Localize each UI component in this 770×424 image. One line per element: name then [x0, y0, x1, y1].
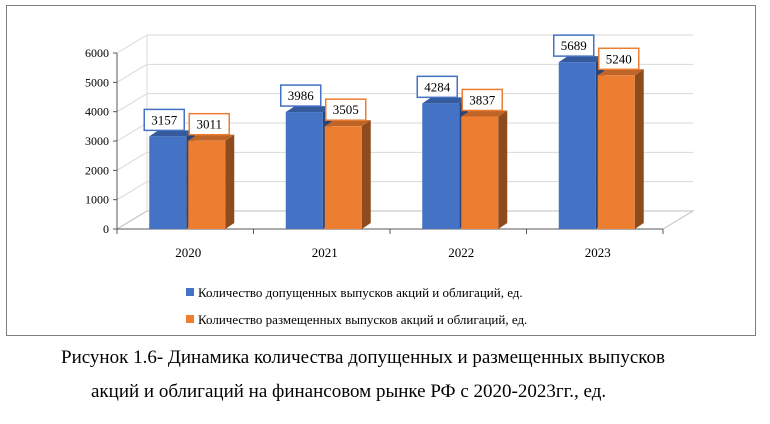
bar-front-admitted-2020 — [149, 136, 187, 229]
bar-top-placed-2020 — [188, 134, 235, 141]
bar-front-placed-2021 — [324, 126, 362, 229]
x-tick-label-2023: 2023 — [585, 245, 611, 260]
bar-top-placed-2022 — [461, 110, 508, 117]
legend-entry-placed: Количество размещенных выпусков акций и … — [186, 312, 527, 328]
data-label-admitted-2021: 3986 — [280, 84, 322, 107]
labels-layer: 3157 3011 3986 3505 4284 3837 5689 5240 — [143, 34, 640, 136]
data-label-placed-2020: 3011 — [188, 112, 230, 136]
data-label-box — [325, 98, 367, 121]
data-label-text: 5689 — [561, 38, 587, 53]
bars-layer — [149, 56, 644, 229]
bar-top-admitted-2023 — [558, 56, 605, 63]
bar-front-admitted-2023 — [558, 62, 596, 229]
data-label-box — [143, 108, 185, 132]
data-label-text: 3505 — [333, 102, 359, 117]
figure-caption-line-2: акций и облигаций на финансовом рынке РФ… — [91, 381, 607, 402]
bar-front-placed-2023 — [597, 75, 635, 229]
x-tick-label-2021: 2021 — [312, 245, 338, 260]
data-label-box — [416, 75, 458, 99]
bar-placed-2023 — [597, 69, 644, 229]
y-tick-label-2000: 2000 — [85, 163, 109, 177]
grid-depth-1000 — [116, 181, 148, 201]
data-label-text: 3986 — [288, 88, 315, 103]
y-tick-label-5000: 5000 — [85, 75, 109, 89]
grid-depth-4000 — [116, 93, 148, 113]
bar-top-placed-2023 — [597, 69, 644, 76]
data-label-box — [461, 88, 503, 112]
bar-top-placed-2021 — [324, 120, 371, 127]
y-tick-label-3000: 3000 — [85, 134, 109, 148]
bar-side-placed-2022 — [498, 110, 508, 229]
legend-label-placed: Количество размещенных выпусков акций и … — [198, 312, 528, 327]
bar-top-admitted-2021 — [285, 106, 332, 113]
bar-side-placed-2023 — [634, 69, 644, 229]
data-label-placed-2023: 5240 — [598, 47, 640, 71]
grid-depth-5000 — [116, 63, 148, 83]
grid-depth-2000 — [116, 151, 148, 171]
data-label-text: 3157 — [151, 112, 178, 127]
legend-entry-admitted: Количество допущенных выпусков акций и о… — [186, 285, 523, 301]
data-label-box — [188, 112, 230, 136]
data-label-placed-2022: 3837 — [461, 88, 503, 112]
figure-caption-line-1: Рисунок 1.6- Динамика количества допущен… — [61, 347, 665, 368]
bar-placed-2021 — [324, 120, 371, 229]
bar-side-placed-2020 — [225, 134, 235, 229]
bar-placed-2022 — [461, 110, 508, 229]
data-label-placed-2021: 3505 — [325, 98, 367, 121]
legend-swatch-admitted — [186, 288, 194, 296]
y-tick-label-6000: 6000 — [85, 46, 109, 60]
bar-front-placed-2020 — [188, 140, 226, 229]
data-label-box — [280, 84, 322, 107]
data-label-box — [553, 34, 595, 57]
data-label-text: 3011 — [196, 117, 222, 132]
bar-top-admitted-2020 — [149, 130, 196, 137]
x-tick-label-2022: 2022 — [448, 245, 474, 260]
data-label-text: 5240 — [606, 51, 632, 66]
x-tick-label-2020: 2020 — [175, 245, 201, 260]
legend-swatch-placed — [186, 315, 194, 323]
data-label-text: 3837 — [469, 92, 496, 107]
bar-placed-2020 — [188, 134, 235, 229]
data-label-admitted-2022: 4284 — [416, 75, 458, 99]
bar-chart: 0 1000 2000 3000 4000 5000 6000 2020 2021 2022 202… — [85, 34, 695, 260]
grid-depth-6000 — [116, 34, 148, 54]
y-tick-label-0: 0 — [103, 222, 109, 236]
bar-side-placed-2021 — [361, 120, 371, 229]
grid-depth-3000 — [116, 122, 148, 142]
bar-top-admitted-2022 — [422, 97, 469, 104]
bar-front-admitted-2022 — [422, 103, 460, 229]
legend-label-admitted: Количество допущенных выпусков акций и о… — [198, 285, 523, 300]
y-tick-label-1000: 1000 — [85, 193, 109, 207]
data-label-admitted-2023: 5689 — [553, 34, 595, 57]
data-label-box — [598, 47, 640, 71]
bar-front-placed-2022 — [461, 116, 499, 229]
bar-front-admitted-2021 — [285, 112, 323, 229]
data-label-admitted-2020: 3157 — [143, 108, 185, 132]
y-tick-label-4000: 4000 — [85, 105, 109, 119]
data-label-text: 4284 — [424, 79, 451, 94]
